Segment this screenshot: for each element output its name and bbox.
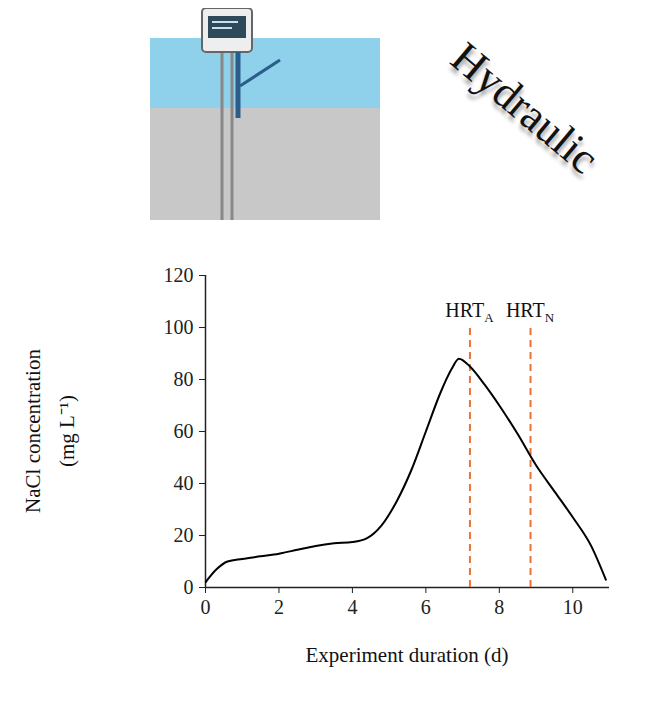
svg-text:80: 80 (174, 368, 194, 390)
svg-text:NaCl concentration: NaCl concentration (21, 349, 45, 513)
svg-text:8: 8 (494, 596, 504, 618)
svg-text:0: 0 (184, 576, 194, 598)
svg-text:40: 40 (174, 472, 194, 494)
svg-text:20: 20 (174, 524, 194, 546)
svg-text:6: 6 (421, 596, 431, 618)
svg-text:(mg L⁻¹): (mg L⁻¹) (55, 395, 79, 467)
svg-text:120: 120 (164, 264, 194, 286)
html-text:Hydraulic: Hydraulic (441, 32, 609, 184)
svg-text:2: 2 (274, 596, 284, 618)
svg-text:60: 60 (174, 420, 194, 442)
svg-text:100: 100 (164, 316, 194, 338)
svg-text:HRTN: HRTN (506, 299, 555, 325)
svg-text:4: 4 (347, 596, 357, 618)
svg-text:0: 0 (201, 596, 211, 618)
svg-text:10: 10 (563, 596, 583, 618)
svg-text:Experiment duration (d): Experiment duration (d) (306, 643, 509, 667)
svg-text:HRTA: HRTA (445, 299, 494, 325)
